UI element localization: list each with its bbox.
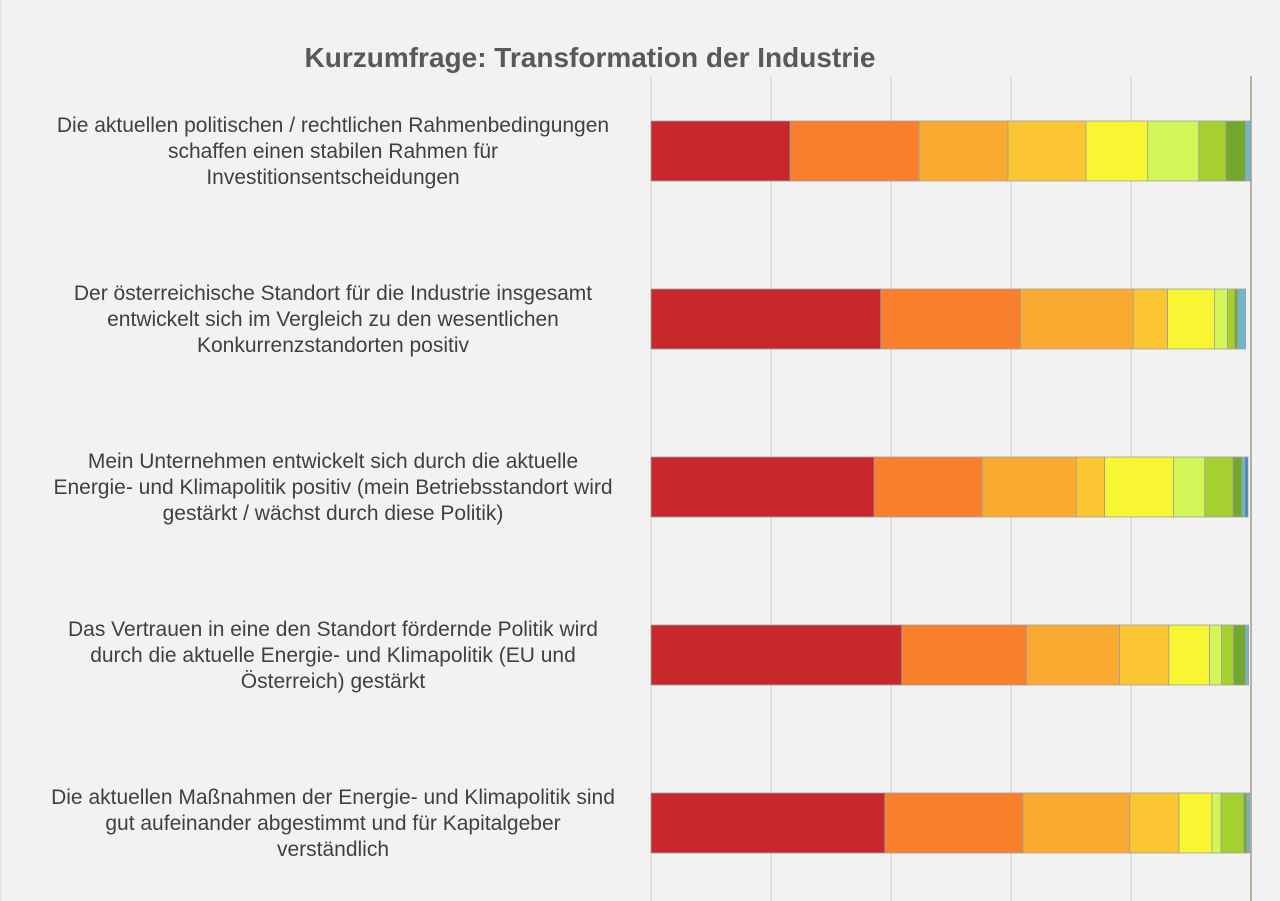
bar-segment-2-5 [1167, 288, 1215, 350]
bar-segment-4-6 [1209, 624, 1222, 686]
bars [650, 120, 1251, 854]
bar-segment-3-4 [1076, 456, 1106, 518]
bar-segment-3-7 [1204, 456, 1234, 518]
bar-segment-5-4 [1129, 792, 1180, 854]
bar-segment-3-2 [873, 456, 983, 518]
category-label-line: Österreich) gestärkt [241, 670, 426, 693]
bar-segment-4-2 [901, 624, 1027, 686]
category-label-4: Das Vertrauen in eine den Standort förde… [68, 618, 598, 693]
bar-segment-5-3 [1022, 792, 1131, 854]
category-labels: Die aktuellen politischen / rechtlichen … [51, 114, 615, 861]
category-label-line: Das Vertrauen in eine den Standort förde… [68, 618, 598, 641]
category-label-1: Die aktuellen politischen / rechtlichen … [57, 114, 609, 189]
bar-segment-4-9 [1245, 624, 1249, 686]
bar-segment-3-9 [1241, 456, 1246, 518]
bar-segment-1-9 [1245, 120, 1251, 182]
category-label-line: Der österreichische Standort für die Ind… [74, 282, 592, 305]
bar-segment-5-1 [650, 792, 886, 854]
bar-segment-1-6 [1147, 120, 1200, 182]
bar-row-2 [650, 288, 1247, 350]
bar-segment-5-6 [1211, 792, 1222, 854]
bar-row-3 [650, 456, 1249, 518]
bar-segment-2-8 [1234, 288, 1239, 350]
bar-segment-2-7 [1227, 288, 1236, 350]
category-label-line: gestärkt / wächst durch diese Politik) [163, 502, 504, 525]
bar-segment-4-4 [1119, 624, 1170, 686]
bar-segment-2-2 [880, 288, 1021, 350]
bar-segment-3-6 [1173, 456, 1206, 518]
category-label-line: entwickelt sich im Vergleich zu den wese… [107, 308, 559, 331]
bar-segment-1-8 [1225, 120, 1247, 182]
bar-segment-4-1 [650, 624, 903, 686]
bar-segment-5-5 [1178, 792, 1213, 854]
category-label-line: Die aktuellen politischen / rechtlichen … [57, 114, 609, 137]
category-label-line: Die aktuellen Maßnahmen der Energie- und… [51, 786, 615, 809]
bar-segment-2-4 [1133, 288, 1169, 350]
bar-row-5 [650, 792, 1251, 854]
bar-segment-5-7 [1220, 792, 1245, 854]
bar-segment-3-3 [981, 456, 1077, 518]
category-label-3: Mein Unternehmen entwickelt sich durch d… [53, 450, 612, 525]
bar-segment-3-10 [1244, 456, 1249, 518]
bar-segment-1-2 [789, 120, 920, 182]
category-label-line: verständlich [277, 838, 389, 861]
category-label-line: schaffen einen stabilen Rahmen für [168, 140, 498, 163]
category-label-5: Die aktuellen Maßnahmen der Energie- und… [51, 786, 615, 861]
category-label-line: gut aufeinander abgestimmt und für Kapit… [105, 812, 560, 835]
bar-segment-3-8 [1232, 456, 1243, 518]
category-label-line: Konkurrenzstandorten positiv [197, 334, 469, 357]
bar-segment-2-1 [650, 288, 882, 350]
bar-segment-1-7 [1198, 120, 1227, 182]
bar-segment-1-4 [1007, 120, 1087, 182]
bar-segment-4-3 [1026, 624, 1120, 686]
category-label-2: Der österreichische Standort für die Ind… [74, 282, 592, 357]
bar-segment-2-3 [1020, 288, 1134, 350]
bar-segment-4-8 [1233, 624, 1246, 686]
category-label-line: Mein Unternehmen entwickelt sich durch d… [88, 450, 578, 473]
bar-segment-3-1 [650, 456, 875, 518]
bar-segment-1-1 [650, 120, 791, 182]
bar-row-1 [650, 120, 1251, 182]
bar-segment-4-5 [1168, 624, 1211, 686]
chart-title: Kurzumfrage: Transformation der Industri… [305, 42, 876, 73]
bar-segment-3-5 [1104, 456, 1174, 518]
bar-segment-1-5 [1085, 120, 1149, 182]
category-label-line: durch die aktuelle Energie- und Klimapol… [90, 644, 576, 667]
bar-segment-5-9 [1246, 792, 1251, 854]
bar-segment-5-2 [884, 792, 1024, 854]
bar-segment-2-6 [1214, 288, 1229, 350]
category-label-line: Energie- und Klimapolitik positiv (mein … [53, 476, 612, 499]
bar-segment-1-3 [918, 120, 1009, 182]
bar-segment-2-9 [1237, 288, 1247, 350]
bar-segment-4-7 [1221, 624, 1234, 686]
bar-segment-5-8 [1243, 792, 1248, 854]
category-label-line: Investitionsentscheidungen [206, 166, 459, 189]
bar-row-4 [650, 624, 1249, 686]
